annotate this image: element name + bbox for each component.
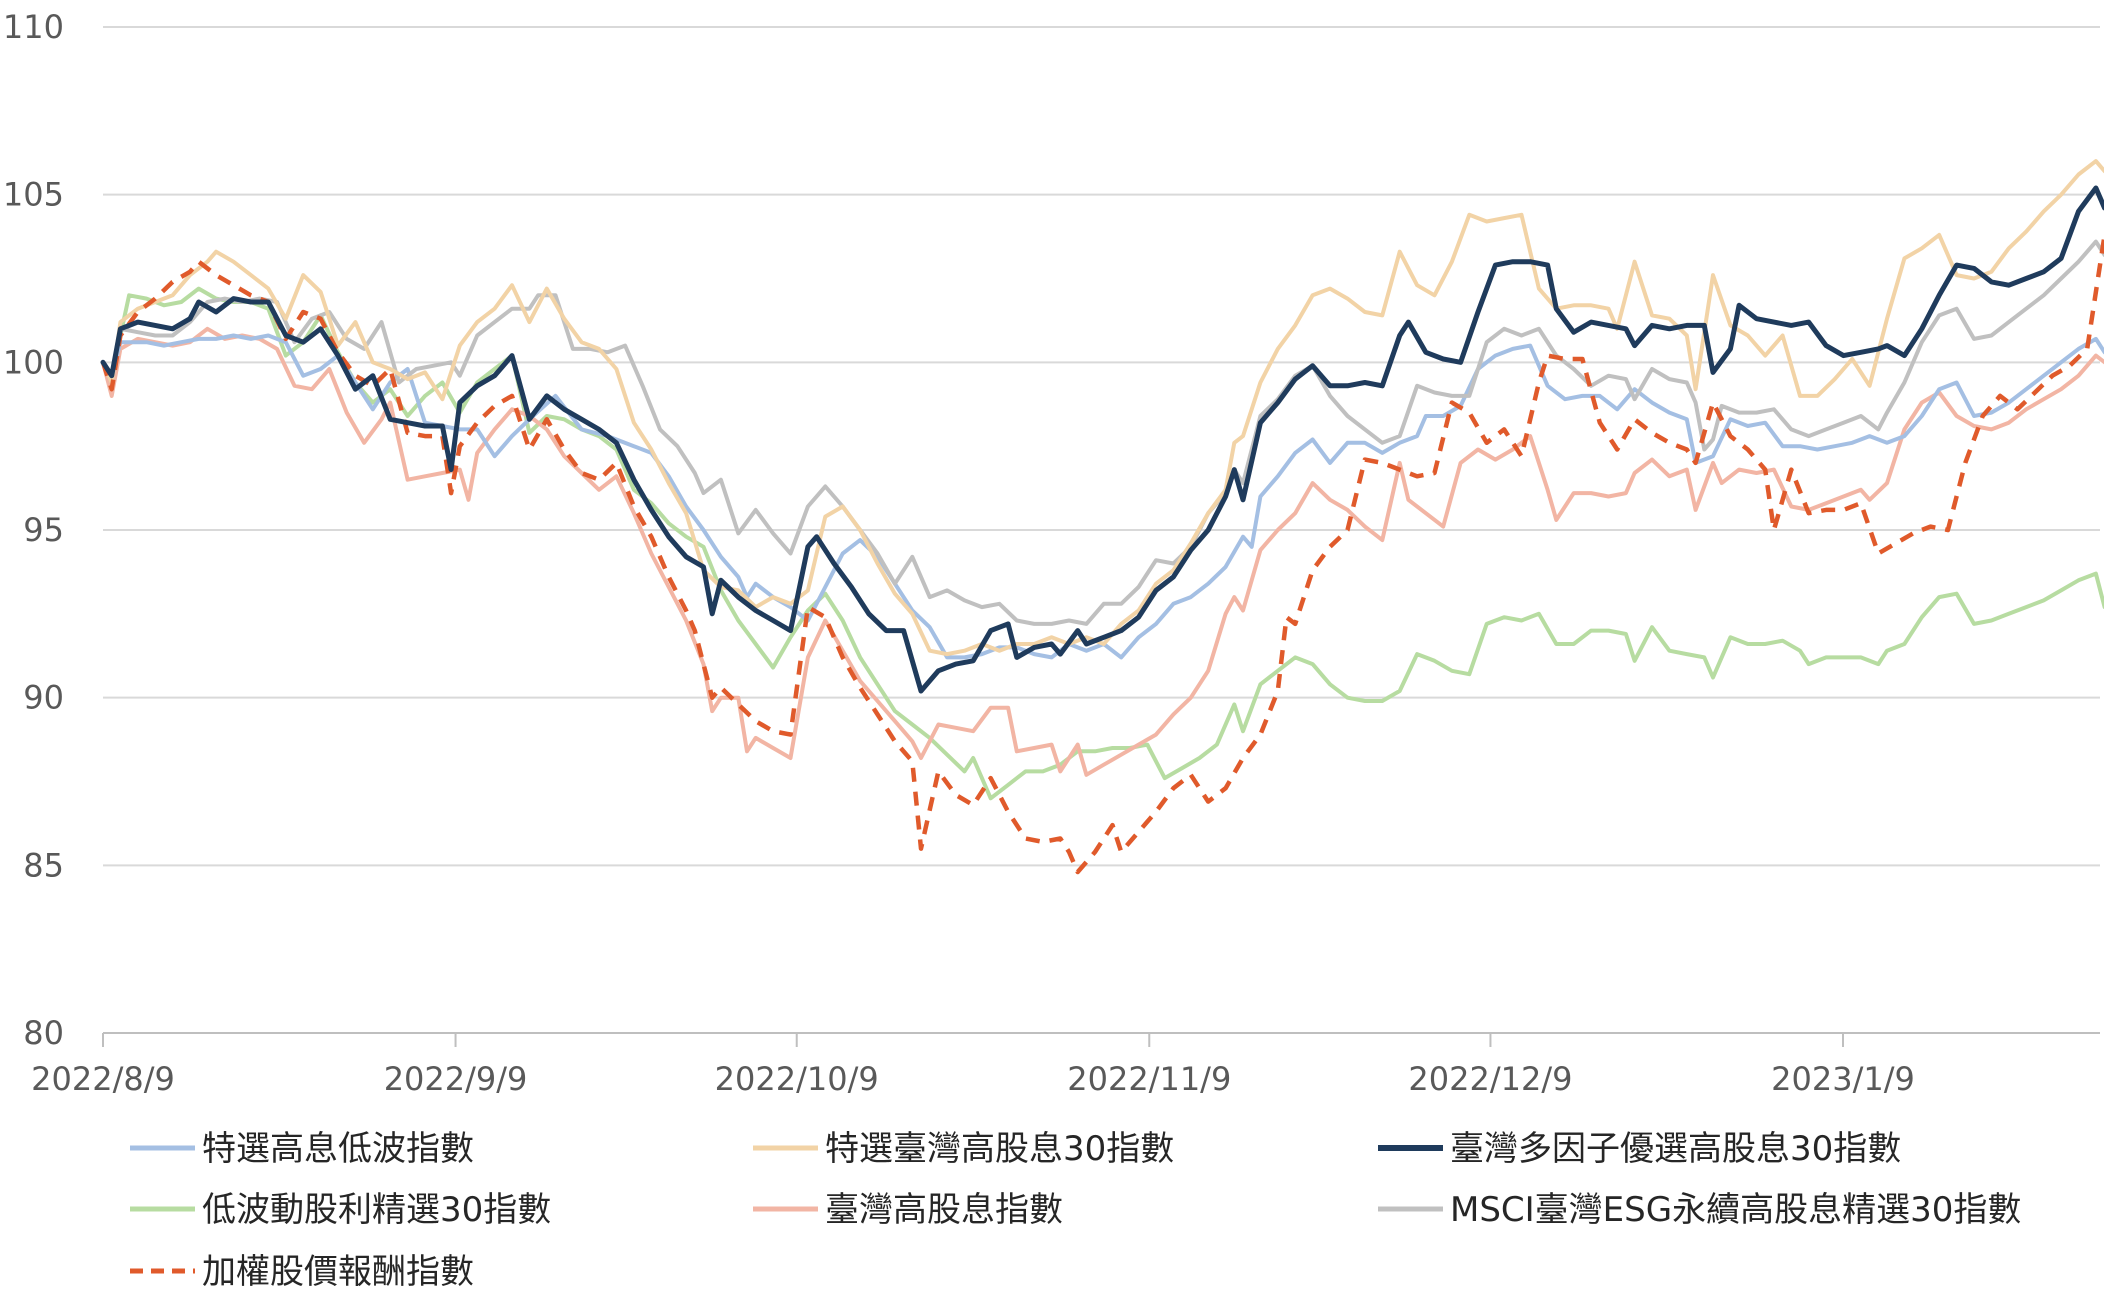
legend-label-4: 臺灣高股息指數	[825, 1190, 1063, 1230]
series-line-6	[100, 232, 2104, 875]
y-tick-label: 95	[23, 511, 64, 549]
x-tick-label: 2022/9/9	[384, 1060, 528, 1098]
legend-label-6: 加權股價報酬指數	[202, 1252, 474, 1292]
y-tick-label: 110	[3, 8, 64, 46]
series-line-4	[101, 326, 2104, 777]
series-line-3	[101, 286, 2104, 801]
series-lines	[100, 159, 2104, 875]
x-tick-label: 2022/12/9	[1408, 1060, 1572, 1098]
x-axis-tick-labels: 2022/8/9 2022/9/9 2022/10/9 2022/11/9 2022/1…	[31, 1060, 1915, 1098]
legend-label-5: MSCI臺灣ESG永續高股息精選30指數	[1450, 1190, 2021, 1230]
series-line-0	[101, 333, 2104, 660]
x-tick-label: 2022/11/9	[1067, 1060, 1231, 1098]
legend-label-0: 特選高息低波指數	[202, 1129, 474, 1169]
legend-label-2: 臺灣多因子優選高股息30指數	[1450, 1129, 1901, 1169]
legend-label-1: 特選臺灣高股息30指數	[825, 1129, 1174, 1169]
y-tick-label: 80	[23, 1014, 64, 1052]
x-tick-label: 2022/8/9	[31, 1060, 175, 1098]
y-tick-label: 90	[23, 679, 64, 717]
series-line-2	[100, 185, 2104, 694]
y-tick-label: 85	[23, 846, 64, 884]
x-tick-label: 2023/1/9	[1771, 1060, 1915, 1098]
x-axis	[102, 1032, 2100, 1047]
x-tick-label: 2022/10/9	[715, 1060, 879, 1098]
y-tick-label: 100	[3, 343, 64, 381]
gridlines	[103, 26, 2100, 867]
y-axis-tick-labels: 80 85 90 95 100 105 110	[3, 8, 64, 1052]
series-line-5	[101, 239, 2104, 626]
y-tick-label: 105	[3, 176, 64, 214]
legend-label-3: 低波動股利精選30指數	[202, 1190, 551, 1230]
legend: 特選高息低波指數 特選臺灣高股息30指數 臺灣多因子優選高股息30指數低波動股利精選…	[130, 1129, 2021, 1292]
